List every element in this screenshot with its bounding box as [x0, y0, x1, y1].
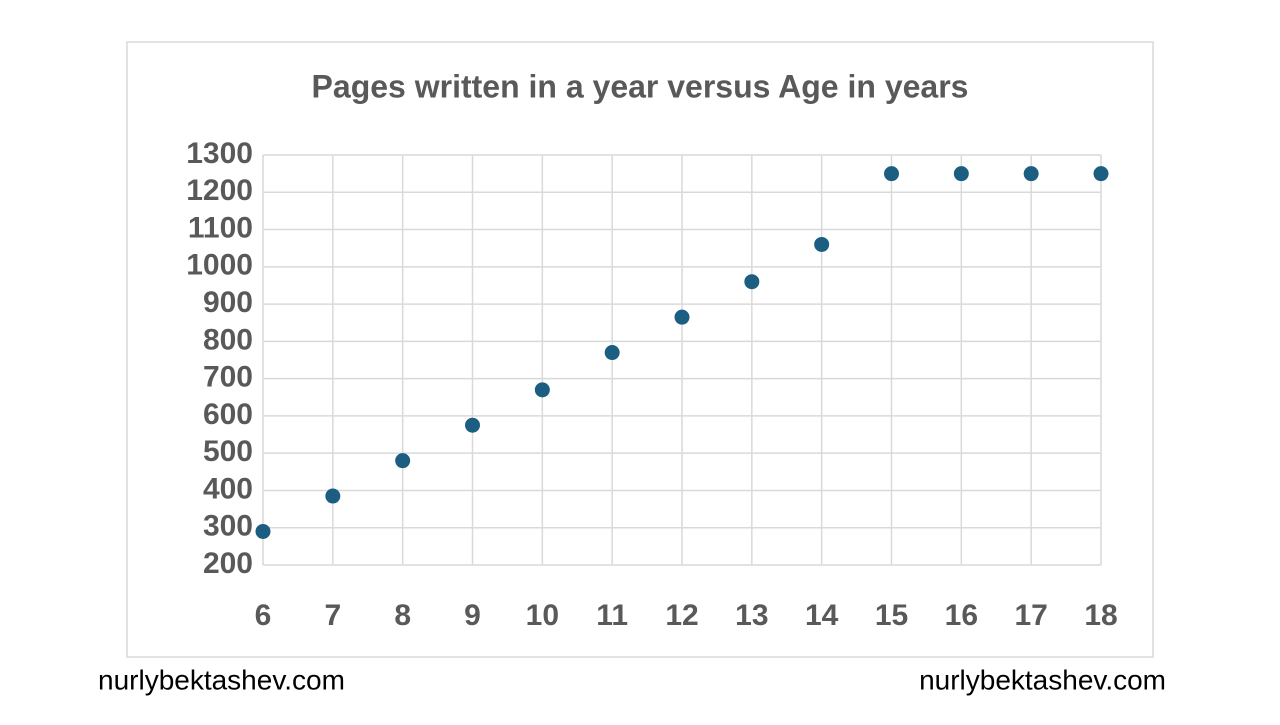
data-point — [604, 345, 620, 361]
y-tick-label: 500 — [203, 435, 253, 468]
watermark: nurlybektashev.com — [98, 664, 345, 695]
data-point — [325, 488, 341, 504]
data-point — [255, 523, 271, 539]
x-tick-label: 17 — [1014, 599, 1047, 632]
x-tick-label: 13 — [735, 599, 768, 632]
y-tick-label: 800 — [203, 323, 253, 356]
data-point — [1093, 166, 1109, 182]
x-tick-label: 7 — [324, 599, 341, 632]
x-tick-label: 15 — [875, 599, 908, 632]
chart-title: Pages written in a year versus Age in ye… — [312, 68, 969, 104]
y-tick-label: 1000 — [186, 249, 253, 282]
data-point — [884, 166, 899, 182]
y-tick-label: 900 — [203, 286, 253, 319]
y-tick-label: 600 — [203, 398, 253, 431]
x-tick-label: 6 — [255, 599, 272, 632]
data-point — [744, 274, 760, 290]
x-tick-label: 12 — [665, 599, 698, 632]
data-point — [1023, 166, 1039, 182]
data-point — [395, 453, 411, 469]
x-tick-label: 14 — [805, 599, 839, 632]
y-tick-label: 1100 — [188, 211, 253, 244]
data-point — [674, 309, 690, 325]
x-tick-label: 10 — [526, 599, 559, 632]
chart-frame — [126, 41, 1154, 658]
x-tick-label: 11 — [596, 599, 628, 632]
x-tick-label: 9 — [464, 599, 481, 632]
y-tick-label: 1200 — [186, 174, 253, 207]
y-tick-label: 1300 — [186, 137, 253, 170]
data-point — [534, 382, 550, 398]
x-tick-label: 18 — [1084, 599, 1117, 632]
y-tick-label: 300 — [203, 510, 253, 543]
watermark: nurlybektashev.com — [919, 664, 1166, 695]
x-tick-label: 16 — [945, 599, 978, 632]
y-tick-label: 200 — [203, 547, 253, 580]
data-point — [465, 417, 480, 433]
y-tick-label: 400 — [203, 472, 253, 505]
data-point — [814, 236, 830, 252]
x-tick-label: 8 — [394, 599, 411, 632]
y-tick-label: 700 — [203, 361, 253, 394]
data-point — [953, 166, 969, 182]
